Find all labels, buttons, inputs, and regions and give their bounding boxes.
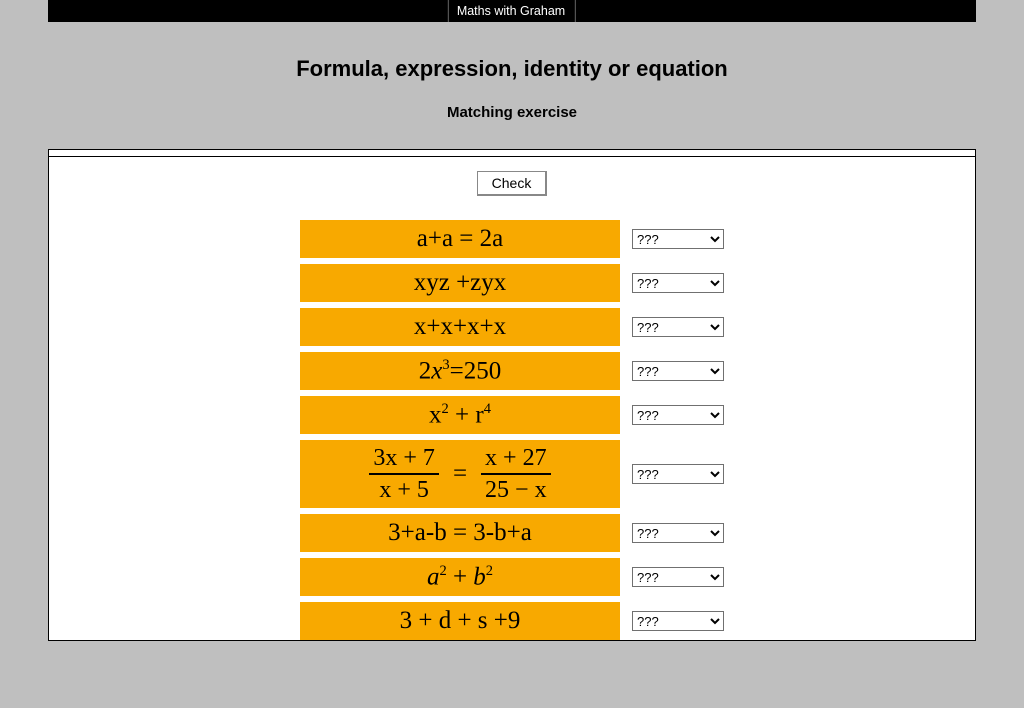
expression-card: x2 + r4 (300, 396, 620, 434)
question-row: 3+a-b = 3-b+a??? (300, 514, 724, 552)
answer-select[interactable]: ??? (632, 405, 724, 425)
question-row: 2x3=250??? (300, 352, 724, 390)
answer-select[interactable]: ??? (632, 523, 724, 543)
expression-text: xyz +zyx (414, 269, 507, 297)
question-rows: a+a = 2a???xyz +zyx???x+x+x+x???2x3=250?… (49, 220, 975, 640)
answer-select[interactable]: ??? (632, 273, 724, 293)
answer-select[interactable]: ??? (632, 361, 724, 381)
expression-card: 3+a-b = 3-b+a (300, 514, 620, 552)
question-row: xyz +zyx??? (300, 264, 724, 302)
page-subtitle: Matching exercise (0, 104, 1024, 121)
expression-card: a2 + b2 (300, 558, 620, 596)
expression-card: xyz +zyx (300, 264, 620, 302)
question-row: a2 + b2??? (300, 558, 724, 596)
site-tab[interactable]: Maths with Graham (448, 0, 576, 22)
exercise-panel: Check a+a = 2a???xyz +zyx???x+x+x+x???2x… (48, 149, 976, 641)
question-row: a+a = 2a??? (300, 220, 724, 258)
answer-select[interactable]: ??? (632, 229, 724, 249)
fraction-expression: 3x + 7x + 5=x + 2725 − x (369, 445, 550, 504)
site-tab-label: Maths with Graham (457, 4, 565, 18)
expression-text: x2 + r4 (429, 401, 491, 429)
question-row: x2 + r4??? (300, 396, 724, 434)
expression-text: 3+a-b = 3-b+a (388, 519, 532, 547)
expression-card: 2x3=250 (300, 352, 620, 390)
expression-card: x+x+x+x (300, 308, 620, 346)
question-row: 3x + 7x + 5=x + 2725 − x??? (300, 440, 724, 508)
answer-select[interactable]: ??? (632, 464, 724, 484)
expression-text: a2 + b2 (427, 563, 493, 591)
page-title: Formula, expression, identity or equatio… (0, 56, 1024, 82)
answer-select[interactable]: ??? (632, 567, 724, 587)
expression-card: 3 + d + s +9 (300, 602, 620, 640)
expression-text: x+x+x+x (414, 313, 506, 341)
expression-text: 3 + d + s +9 (400, 607, 521, 635)
question-row: x+x+x+x??? (300, 308, 724, 346)
top-bar: Maths with Graham (48, 0, 976, 22)
title-block: Formula, expression, identity or equatio… (0, 56, 1024, 121)
check-button[interactable]: Check (477, 171, 548, 196)
expression-text: 2x3=250 (419, 357, 501, 385)
question-row: 3 + d + s +9??? (300, 602, 724, 640)
expression-card: 3x + 7x + 5=x + 2725 − x (300, 440, 620, 508)
panel-body: Check a+a = 2a???xyz +zyx???x+x+x+x???2x… (49, 157, 975, 640)
expression-text: a+a = 2a (417, 225, 504, 253)
answer-select[interactable]: ??? (632, 317, 724, 337)
expression-card: a+a = 2a (300, 220, 620, 258)
answer-select[interactable]: ??? (632, 611, 724, 631)
